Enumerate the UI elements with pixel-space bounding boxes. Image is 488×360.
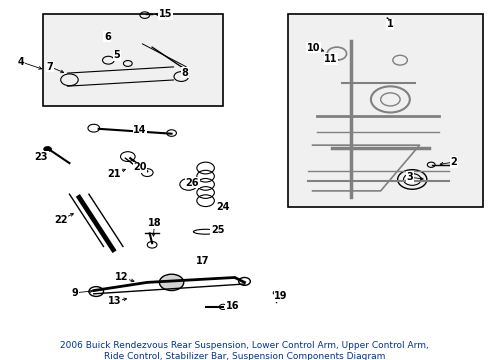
Text: 13: 13 <box>107 296 121 306</box>
Text: 16: 16 <box>225 301 239 311</box>
Text: 17: 17 <box>196 256 209 266</box>
Text: 18: 18 <box>147 218 161 228</box>
Text: 21: 21 <box>107 169 121 179</box>
Text: 2006 Buick Rendezvous Rear Suspension, Lower Control Arm, Upper Control Arm,
Rid: 2006 Buick Rendezvous Rear Suspension, L… <box>60 341 428 360</box>
Text: 14: 14 <box>133 125 146 135</box>
Text: 2: 2 <box>449 157 456 167</box>
Text: 25: 25 <box>211 225 224 235</box>
Text: 3: 3 <box>406 172 412 182</box>
Text: 12: 12 <box>115 273 128 283</box>
Text: 1: 1 <box>386 19 393 29</box>
Text: 26: 26 <box>185 178 199 188</box>
Text: 15: 15 <box>159 9 172 19</box>
Circle shape <box>159 274 183 291</box>
Bar <box>42 14 222 106</box>
Text: 24: 24 <box>215 202 229 212</box>
Text: 20: 20 <box>133 162 146 172</box>
Text: 9: 9 <box>72 288 79 298</box>
Text: 23: 23 <box>35 152 48 162</box>
Text: 5: 5 <box>114 50 120 60</box>
Text: 19: 19 <box>274 291 287 301</box>
Bar <box>287 14 482 207</box>
Circle shape <box>43 147 51 152</box>
Text: 10: 10 <box>306 43 320 53</box>
Text: 11: 11 <box>324 54 337 64</box>
Text: 7: 7 <box>46 62 53 72</box>
Text: 4: 4 <box>18 57 24 67</box>
Text: 22: 22 <box>54 215 67 225</box>
Text: 6: 6 <box>104 32 111 42</box>
Text: 8: 8 <box>182 68 188 78</box>
